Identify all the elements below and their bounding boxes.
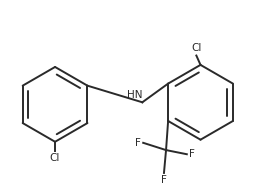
Text: Cl: Cl <box>191 43 202 53</box>
Text: F: F <box>135 138 141 148</box>
Text: Cl: Cl <box>50 153 60 163</box>
Text: F: F <box>189 149 195 159</box>
Text: F: F <box>161 175 167 185</box>
Text: HN: HN <box>127 90 142 100</box>
